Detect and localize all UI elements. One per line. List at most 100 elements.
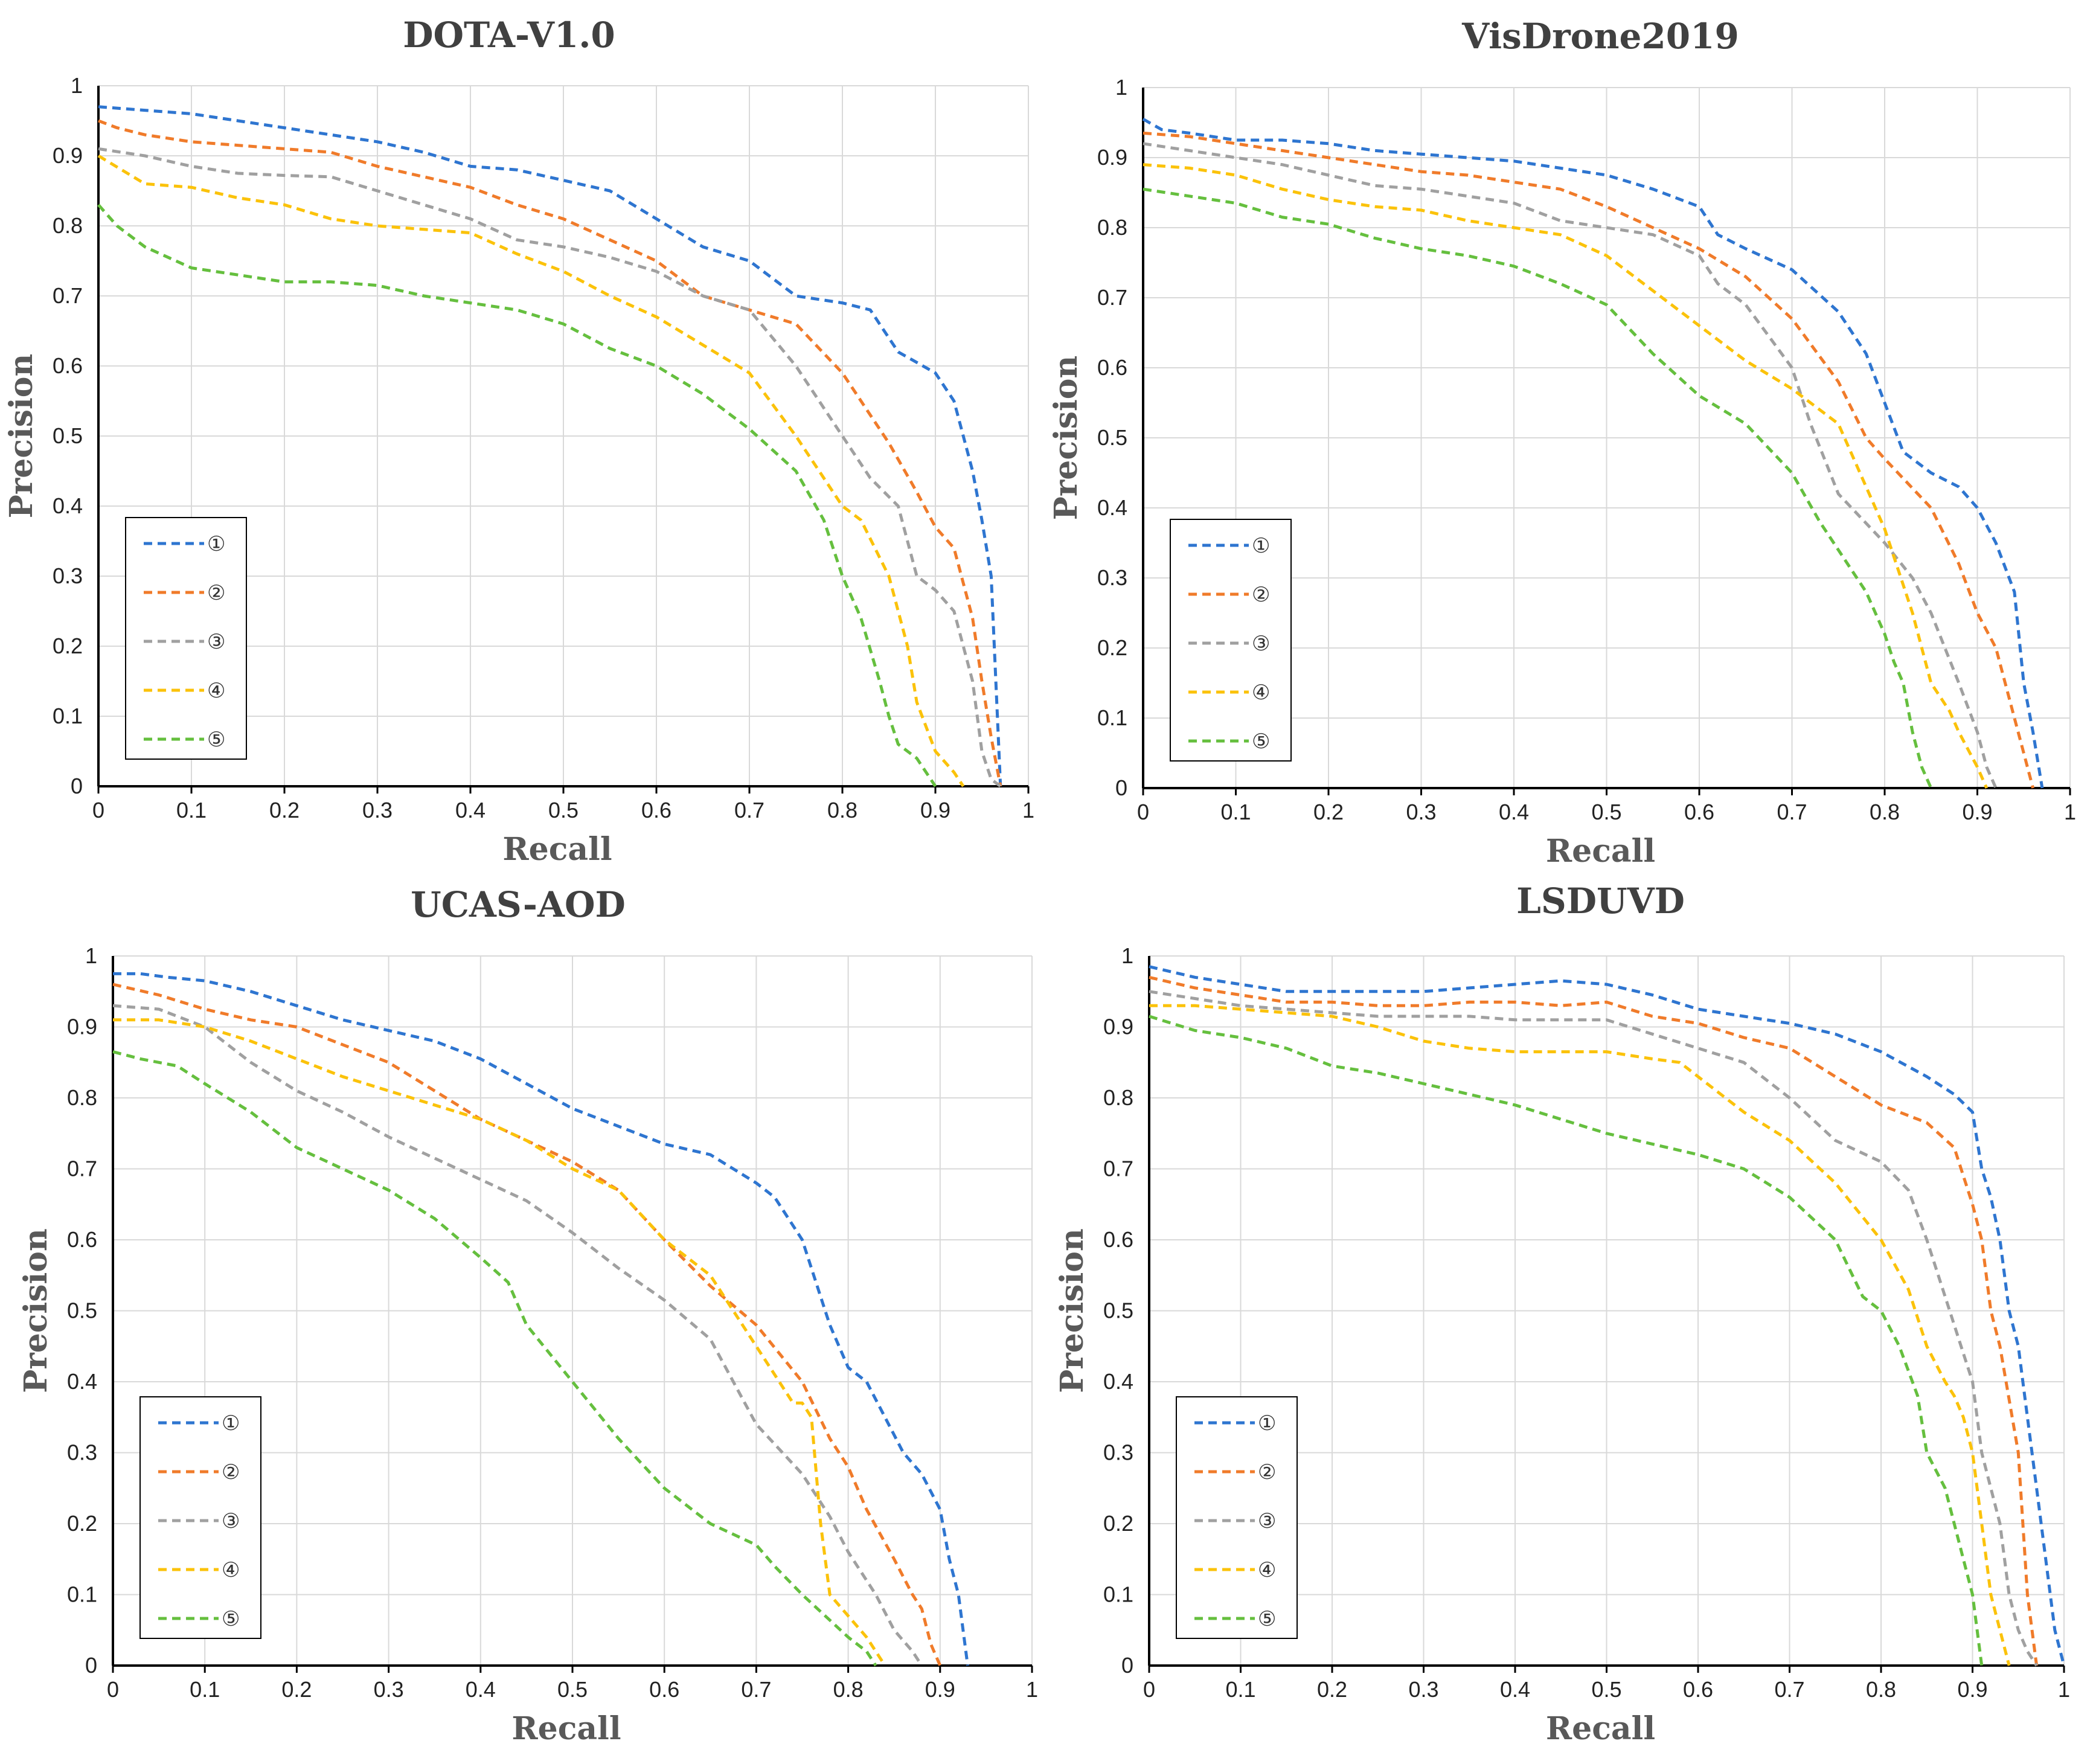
y-tick-label: 0.1 xyxy=(53,704,83,728)
x-tick-label: 0.2 xyxy=(1313,800,1344,824)
x-tick-label: 1 xyxy=(1026,1677,1038,1702)
y-tick-label: 0.6 xyxy=(1103,1227,1133,1252)
legend-label-4: ④ xyxy=(207,679,225,703)
x-tick-label: 0.9 xyxy=(925,1677,955,1702)
x-axis-label: Recall xyxy=(502,831,612,868)
y-tick-label: 0.8 xyxy=(67,1085,97,1110)
y-tick-label: 0.2 xyxy=(53,633,83,658)
x-tick-label: 1 xyxy=(2058,1677,2070,1702)
series-line-3 xyxy=(1149,990,2038,1667)
y-tick-label: 0.6 xyxy=(53,353,83,378)
y-tick-label: 0.8 xyxy=(1103,1085,1133,1110)
y-tick-label: 0.4 xyxy=(53,493,83,518)
legend-label-3: ③ xyxy=(1258,1509,1276,1533)
x-tick-label: 0.1 xyxy=(176,798,207,823)
y-tick-label: 0.1 xyxy=(67,1582,97,1607)
x-tick-label: 0.5 xyxy=(1591,1677,1621,1702)
y-tick-label: 0.3 xyxy=(53,563,83,588)
legend-label-1: ① xyxy=(1258,1411,1276,1435)
y-tick-label: 0.2 xyxy=(1097,635,1127,660)
series-line-1 xyxy=(98,105,1002,787)
legend-label-4: ④ xyxy=(1258,1558,1276,1582)
legend-label-5: ⑤ xyxy=(1258,1607,1276,1631)
x-tick-label: 0.3 xyxy=(1408,1677,1438,1702)
series-line-5 xyxy=(112,1050,877,1667)
legend-label-4: ④ xyxy=(1252,681,1270,705)
series-line-2 xyxy=(1143,131,2035,789)
chart-panel-1: 0 0.1 0.2 0.3 0.4 0.5 0.6 0.7 0.8 0.9 1 0 0.1 0.2 0.3 0… xyxy=(3,14,1034,868)
x-tick-label: 0.7 xyxy=(1777,800,1807,824)
x-tick-label: 0.3 xyxy=(362,798,393,823)
series-line-3 xyxy=(112,1004,923,1667)
x-tick-label: 0.6 xyxy=(1683,1677,1713,1702)
y-tick-label: 1 xyxy=(1115,75,1127,100)
series-line-5 xyxy=(1149,1015,1984,1666)
legend-label-2: ② xyxy=(1252,583,1270,607)
x-tick-label: 0.2 xyxy=(1317,1677,1347,1702)
legend-box xyxy=(1170,519,1292,762)
x-tick-label: 0.9 xyxy=(1957,1677,1987,1702)
y-tick-label: 0.9 xyxy=(53,143,83,168)
y-axis-label: Precision xyxy=(1048,356,1085,521)
chart-title: DOTA-V1.0 xyxy=(403,14,615,56)
x-tick-label: 0.5 xyxy=(1591,800,1621,824)
series-line-3 xyxy=(1143,142,1998,789)
x-tick-label: 0.4 xyxy=(1499,800,1529,824)
x-tick-label: 0.3 xyxy=(374,1677,404,1702)
series-line-2 xyxy=(98,119,1002,787)
y-tick-label: 1 xyxy=(71,73,83,98)
y-tick-label: 0.4 xyxy=(1103,1369,1133,1394)
y-tick-label: 0.8 xyxy=(1097,215,1127,240)
y-tick-label: 1 xyxy=(85,943,97,968)
chart-title: UCAS-AOD xyxy=(411,884,626,925)
x-tick-label: 0.8 xyxy=(1870,800,1900,824)
legend-label-1: ① xyxy=(1252,534,1270,558)
chart-title: VisDrone2019 xyxy=(1461,16,1739,57)
x-axis-label: Recall xyxy=(1546,833,1655,870)
legend-label-1: ① xyxy=(222,1411,240,1435)
x-tick-label: 0 xyxy=(1143,1677,1155,1702)
x-tick-label: 0.8 xyxy=(833,1677,864,1702)
x-tick-label: 0 xyxy=(92,798,104,823)
x-tick-label: 0 xyxy=(1137,800,1149,824)
series-line-4 xyxy=(1143,163,1989,789)
y-tick-label: 0.1 xyxy=(1097,705,1127,730)
x-tick-label: 0.1 xyxy=(1225,1677,1255,1702)
legend-label-3: ③ xyxy=(1252,632,1270,656)
y-tick-label: 0.9 xyxy=(67,1015,97,1039)
legend-label-3: ③ xyxy=(207,630,225,654)
y-tick-label: 0 xyxy=(1121,1653,1133,1678)
y-tick-label: 0.7 xyxy=(1097,285,1127,310)
y-tick-label: 0.3 xyxy=(67,1440,97,1465)
y-tick-label: 0.6 xyxy=(1097,355,1127,380)
y-tick-label: 0.4 xyxy=(1097,495,1127,520)
series-line-5 xyxy=(97,204,937,787)
x-tick-label: 0.4 xyxy=(1500,1677,1530,1702)
legend-label-2: ② xyxy=(222,1460,240,1484)
series-line-5 xyxy=(1143,187,1933,789)
x-tick-label: 0.6 xyxy=(649,1677,679,1702)
chart-panel-3: 0 0.1 0.2 0.3 0.4 0.5 0.6 0.7 0.8 0.9 1 0 0.1 0.2 0.3 0… xyxy=(18,884,1038,1747)
series-line-4 xyxy=(1149,1004,2011,1666)
x-tick-label: 0.6 xyxy=(1684,800,1714,824)
y-tick-label: 0.9 xyxy=(1103,1015,1133,1039)
series-line-1 xyxy=(113,972,969,1666)
x-axis-label: Recall xyxy=(511,1710,621,1747)
x-tick-label: 0.3 xyxy=(1406,800,1436,824)
y-tick-label: 0.8 xyxy=(53,213,83,238)
y-tick-label: 0.2 xyxy=(1103,1511,1133,1536)
x-tick-label: 0.1 xyxy=(190,1677,220,1702)
y-tick-label: 0.7 xyxy=(67,1156,97,1181)
y-tick-label: 0.1 xyxy=(1103,1582,1133,1607)
y-tick-label: 0.9 xyxy=(1097,145,1127,170)
legend-label-2: ② xyxy=(1258,1460,1276,1484)
x-tick-label: 0.7 xyxy=(734,798,764,823)
legend-box xyxy=(139,1396,261,1639)
y-tick-label: 0.3 xyxy=(1097,565,1127,590)
x-tick-label: 0 xyxy=(107,1677,119,1702)
x-tick-label: 0.4 xyxy=(455,798,486,823)
chart-panel-2: 0 0.1 0.2 0.3 0.4 0.5 0.6 0.7 0.8 0.9 1 0 0.1 0.2 0.3 0… xyxy=(1048,16,2076,870)
y-axis-label: Precision xyxy=(18,1228,54,1393)
x-axis-label: Recall xyxy=(1546,1710,1655,1747)
y-tick-label: 0.5 xyxy=(53,423,83,448)
